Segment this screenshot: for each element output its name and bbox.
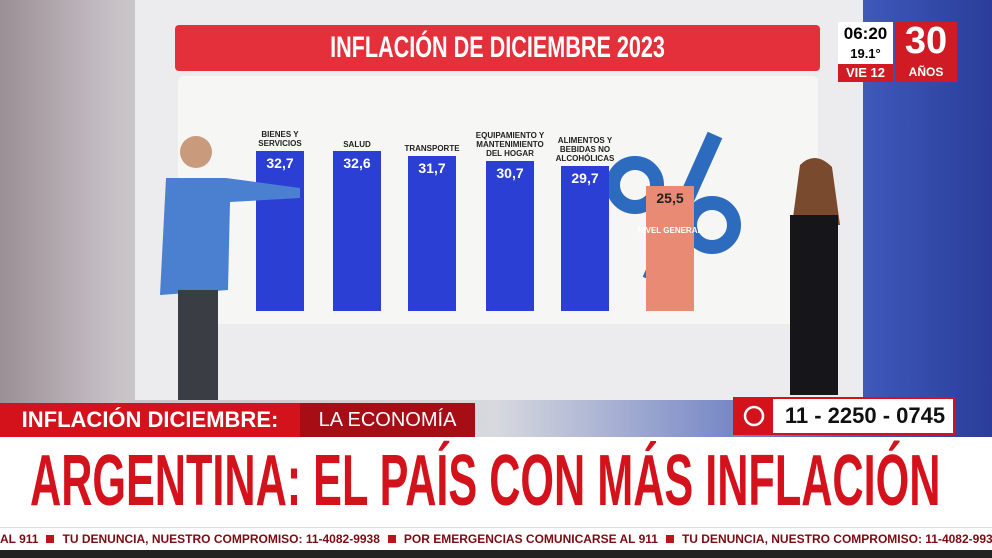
ticker-separator <box>387 535 396 543</box>
program-name: LA ECONOMÍA REAL <box>300 403 475 465</box>
temperature: 19.1° <box>850 46 881 61</box>
whatsapp-glyph <box>743 405 765 427</box>
whatsapp-icon <box>735 399 773 433</box>
bar <box>561 165 609 311</box>
category-label: ALIMENTOS Y BEBIDAS NO ALCOHÓLICAS <box>555 135 615 163</box>
value-label: 32,6 <box>343 155 371 172</box>
category-label: BIENES Y SERVICIOS <box>258 130 302 148</box>
logo-number: 30 <box>904 20 948 62</box>
presenter-man <box>160 136 300 400</box>
lower-third-tag: INFLACIÓN DICIEMBRE: 25,5% <box>0 403 300 466</box>
bar <box>333 151 381 311</box>
headline-band <box>0 437 992 527</box>
bottom-strip <box>0 550 992 558</box>
bar <box>408 155 456 311</box>
ticker-item: TU DENUNCIA, NUESTRO COMPROMISO: 11-4082… <box>62 532 380 546</box>
ticker-separator <box>665 535 674 543</box>
bar <box>646 186 694 311</box>
bar <box>486 160 534 311</box>
bar <box>256 151 304 311</box>
ticker-item: TU DENUNCIA, NUESTRO COMPROMISO: 11-4082… <box>681 532 992 546</box>
ticker-item: POR EMERGENCIAS COMUNICARSE AL 911 <box>403 532 658 546</box>
ticker: AL 911 TU DENUNCIA, NUESTRO COMPROMISO: 1… <box>0 527 992 551</box>
phone-number: 11 - 2250 - 0745 <box>784 403 946 428</box>
headline: ARGENTINA: EL PAÍS CON MÁS INFLACIÓN <box>30 441 941 521</box>
chart-title: INFLACIÓN DE DICIEMBRE 2023 <box>330 31 665 64</box>
category-label: SALUD <box>343 139 371 149</box>
value-label: 29,7 <box>571 169 599 186</box>
logo-text: AÑOS <box>908 65 944 79</box>
presenter-woman <box>790 157 840 395</box>
ticker-separator <box>46 535 55 543</box>
logo <box>895 22 957 82</box>
category-label: EQUIPAMIENTO Y MANTENIMIENTO DEL HOGAR <box>475 130 545 158</box>
value-label: 31,7 <box>418 159 446 176</box>
category-label: NIVEL GENERAL <box>637 226 703 236</box>
clock-time: 06:20 <box>843 24 888 43</box>
value-label: 25,5 <box>656 190 684 207</box>
ticker-item: AL 911 <box>0 532 39 546</box>
clock-day: VIE 12 <box>838 64 893 82</box>
title-banner <box>175 25 820 71</box>
category-label: TRANSPORTE <box>404 143 460 153</box>
value-label: 32,7 <box>266 155 294 171</box>
value-label: 30,7 <box>496 164 524 181</box>
